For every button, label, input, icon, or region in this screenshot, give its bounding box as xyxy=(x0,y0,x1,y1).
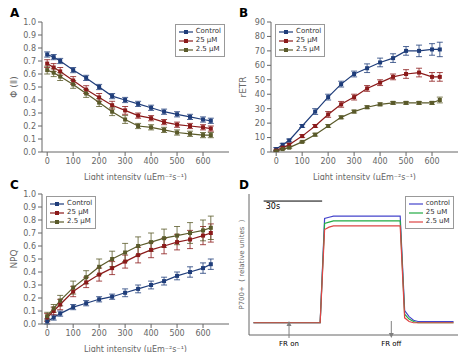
svg-text:80: 80 xyxy=(255,32,265,41)
svg-text:P700+ ( relative unites ): P700+ ( relative unites ) xyxy=(238,219,246,309)
svg-text:FR off: FR off xyxy=(381,340,401,348)
svg-text:500: 500 xyxy=(169,329,184,338)
svg-text:300: 300 xyxy=(117,157,132,166)
svg-text:Φ (Ⅱ): Φ (Ⅱ) xyxy=(9,76,19,97)
svg-text:600: 600 xyxy=(424,157,439,166)
svg-text:100: 100 xyxy=(295,157,310,166)
svg-text:0.5: 0.5 xyxy=(23,255,36,264)
svg-text:0.2: 0.2 xyxy=(23,122,36,131)
html-text:25 uM: 25 uM xyxy=(425,208,448,216)
svg-text:1.0: 1.0 xyxy=(23,190,36,199)
svg-text:0: 0 xyxy=(274,157,279,166)
svg-text:500: 500 xyxy=(169,157,184,166)
svg-text:0.9: 0.9 xyxy=(23,31,36,40)
svg-text:0: 0 xyxy=(260,148,265,157)
svg-text:200: 200 xyxy=(91,157,106,166)
svg-text:0.9: 0.9 xyxy=(23,203,36,212)
html-text:25 μM: 25 μM xyxy=(296,36,318,44)
svg-text:0.3: 0.3 xyxy=(23,281,36,290)
html-text:2.5 μM: 2.5 μM xyxy=(195,45,220,53)
svg-text:600: 600 xyxy=(195,329,210,338)
html-text:Control: Control xyxy=(67,199,93,207)
svg-text:70: 70 xyxy=(255,47,265,56)
html-text:C: C xyxy=(10,178,19,192)
svg-text:100: 100 xyxy=(66,329,81,338)
html-text:Control: Control xyxy=(195,27,221,35)
svg-text:60: 60 xyxy=(255,61,265,70)
svg-text:0.2: 0.2 xyxy=(23,294,36,303)
svg-text:30s: 30s xyxy=(266,202,280,211)
svg-text:400: 400 xyxy=(143,329,158,338)
svg-text:0.6: 0.6 xyxy=(23,242,36,251)
svg-text:100: 100 xyxy=(66,157,81,166)
html-text:Control: Control xyxy=(296,27,322,35)
svg-text:0.1: 0.1 xyxy=(23,307,36,316)
html-text:A: A xyxy=(10,6,20,20)
svg-text:300: 300 xyxy=(346,157,361,166)
svg-text:30: 30 xyxy=(255,105,265,114)
svg-text:0: 0 xyxy=(45,157,50,166)
svg-text:400: 400 xyxy=(372,157,387,166)
html-text:D: D xyxy=(239,178,249,192)
svg-text:Light intensity (μEm⁻²s⁻¹): Light intensity (μEm⁻²s⁻¹) xyxy=(313,173,416,180)
svg-text:20: 20 xyxy=(255,119,265,128)
svg-text:50: 50 xyxy=(255,76,265,85)
svg-text:500: 500 xyxy=(398,157,413,166)
svg-text:rETR: rETR xyxy=(238,76,248,97)
html-text:control: control xyxy=(425,199,450,207)
svg-text:0.8: 0.8 xyxy=(23,216,36,225)
svg-text:0: 0 xyxy=(45,329,50,338)
svg-text:0.1: 0.1 xyxy=(23,135,36,144)
html-text:B: B xyxy=(239,6,249,20)
svg-text:0.8: 0.8 xyxy=(23,44,36,53)
svg-text:FR on: FR on xyxy=(279,340,299,348)
svg-text:10: 10 xyxy=(255,133,265,142)
svg-text:600: 600 xyxy=(195,157,210,166)
svg-text:200: 200 xyxy=(320,157,335,166)
svg-text:0.3: 0.3 xyxy=(23,109,36,118)
svg-text:90: 90 xyxy=(255,18,265,27)
svg-text:0.4: 0.4 xyxy=(23,268,36,277)
svg-text:0.0: 0.0 xyxy=(23,320,36,329)
svg-text:Light intensity (μEm⁻²s⁻¹): Light intensity (μEm⁻²s⁻¹) xyxy=(84,173,187,180)
svg-text:0.4: 0.4 xyxy=(23,96,36,105)
svg-text:Light intensity (μEm⁻²s⁻¹): Light intensity (μEm⁻²s⁻¹) xyxy=(84,345,187,352)
svg-text:40: 40 xyxy=(255,90,265,99)
svg-text:300: 300 xyxy=(117,329,132,338)
html-text:2.5 μM: 2.5 μM xyxy=(67,217,91,225)
svg-text:0.6: 0.6 xyxy=(23,70,36,79)
html-text:2.5 μM: 2.5 μM xyxy=(296,45,320,53)
svg-text:0.5: 0.5 xyxy=(23,83,36,92)
svg-text:400: 400 xyxy=(143,157,158,166)
svg-text:200: 200 xyxy=(91,329,106,338)
html-text:25 μM: 25 μM xyxy=(67,208,89,216)
html-text:25 μM: 25 μM xyxy=(195,36,218,44)
html-text:2.5 uM: 2.5 uM xyxy=(425,217,450,225)
svg-text:0.7: 0.7 xyxy=(23,57,36,66)
svg-text:0.0: 0.0 xyxy=(23,148,36,157)
svg-text:1.0: 1.0 xyxy=(23,18,36,27)
svg-text:0.7: 0.7 xyxy=(23,229,36,238)
svg-text:NPQ: NPQ xyxy=(9,249,19,268)
